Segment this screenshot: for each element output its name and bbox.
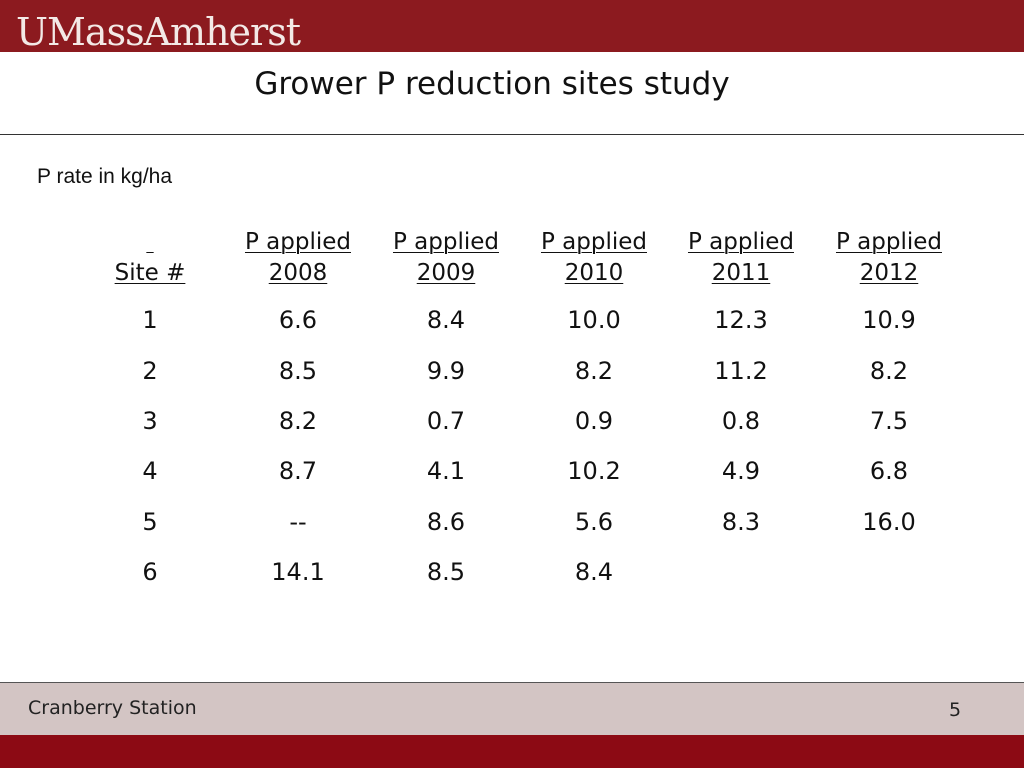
footer-station-name: Cranberry Station bbox=[28, 697, 197, 719]
table-cell: 8.2 bbox=[574, 357, 614, 385]
column-header-line1: P applied bbox=[244, 229, 351, 255]
table-cell-site: 5 bbox=[142, 508, 158, 536]
table-cell: 9.9 bbox=[426, 357, 466, 385]
table-cell: 7.5 bbox=[869, 407, 909, 435]
table-cell: 5.6 bbox=[574, 508, 614, 536]
table-cell: 4.9 bbox=[721, 457, 761, 485]
table-cell: 0.7 bbox=[426, 407, 466, 435]
table-cell: 6.6 bbox=[278, 306, 318, 334]
table-cell: 10.9 bbox=[862, 306, 916, 334]
table-cell-site: 6 bbox=[142, 558, 158, 586]
table-cell-site: 4 bbox=[142, 457, 158, 485]
units-note: P rate in kg/ha bbox=[37, 165, 173, 188]
table-cell: 10.2 bbox=[567, 457, 621, 485]
table-cell: 10.0 bbox=[567, 306, 621, 334]
table-cell: 16.0 bbox=[862, 508, 916, 536]
table-cell: 12.3 bbox=[714, 306, 768, 334]
table-cell: -- bbox=[289, 508, 307, 536]
bottom-bar bbox=[0, 735, 1024, 768]
table-cell: 8.5 bbox=[426, 558, 466, 586]
table-cell: 6.8 bbox=[869, 457, 909, 485]
column-header-site: Site # bbox=[80, 227, 220, 289]
column-header-2011: P applied 2011 bbox=[671, 227, 811, 289]
table-cell: 8.5 bbox=[278, 357, 318, 385]
table-cell: 8.2 bbox=[278, 407, 318, 435]
table-cell: 8.6 bbox=[426, 508, 466, 536]
umass-amherst-logo: UMassAmherst bbox=[16, 10, 301, 54]
column-header-2010: P applied 2010 bbox=[524, 227, 664, 289]
table-cell: 8.3 bbox=[721, 508, 761, 536]
table-cell: 4.1 bbox=[426, 457, 466, 485]
table-cell: 0.8 bbox=[721, 407, 761, 435]
column-header-line2: 2010 bbox=[564, 260, 624, 286]
table-cell-site: 2 bbox=[142, 357, 158, 385]
top-banner: UMassAmherst bbox=[0, 0, 1024, 54]
page-number: 5 bbox=[948, 699, 962, 721]
table-cell: 11.2 bbox=[714, 357, 768, 385]
slide-title: Grower P reduction sites study bbox=[254, 66, 730, 102]
table-cell-site: 3 bbox=[142, 407, 158, 435]
column-header-2012: P applied 2012 bbox=[819, 227, 959, 289]
table-cell: 8.7 bbox=[278, 457, 318, 485]
table-cell: 8.2 bbox=[869, 357, 909, 385]
column-header-line1: P applied bbox=[540, 229, 647, 255]
table-cell-site: 1 bbox=[142, 306, 158, 334]
column-header-line2: 2009 bbox=[416, 260, 476, 286]
footer-band bbox=[0, 682, 1024, 735]
column-header-line1 bbox=[80, 227, 220, 258]
column-header-2009: P applied 2009 bbox=[376, 227, 516, 289]
column-header-line2: Site # bbox=[114, 260, 186, 286]
table-cell: 8.4 bbox=[426, 306, 466, 334]
column-header-2008: P applied 2008 bbox=[228, 227, 368, 289]
column-header-line1: P applied bbox=[392, 229, 499, 255]
table-cell: 0.9 bbox=[574, 407, 614, 435]
table-cell: 14.1 bbox=[271, 558, 325, 586]
column-header-line2: 2008 bbox=[268, 260, 328, 286]
title-divider bbox=[0, 134, 1024, 135]
column-header-line1: P applied bbox=[835, 229, 942, 255]
column-header-line1: P applied bbox=[687, 229, 794, 255]
column-header-line2: 2011 bbox=[711, 260, 771, 286]
column-header-line2: 2012 bbox=[859, 260, 919, 286]
table-cell: 8.4 bbox=[574, 558, 614, 586]
